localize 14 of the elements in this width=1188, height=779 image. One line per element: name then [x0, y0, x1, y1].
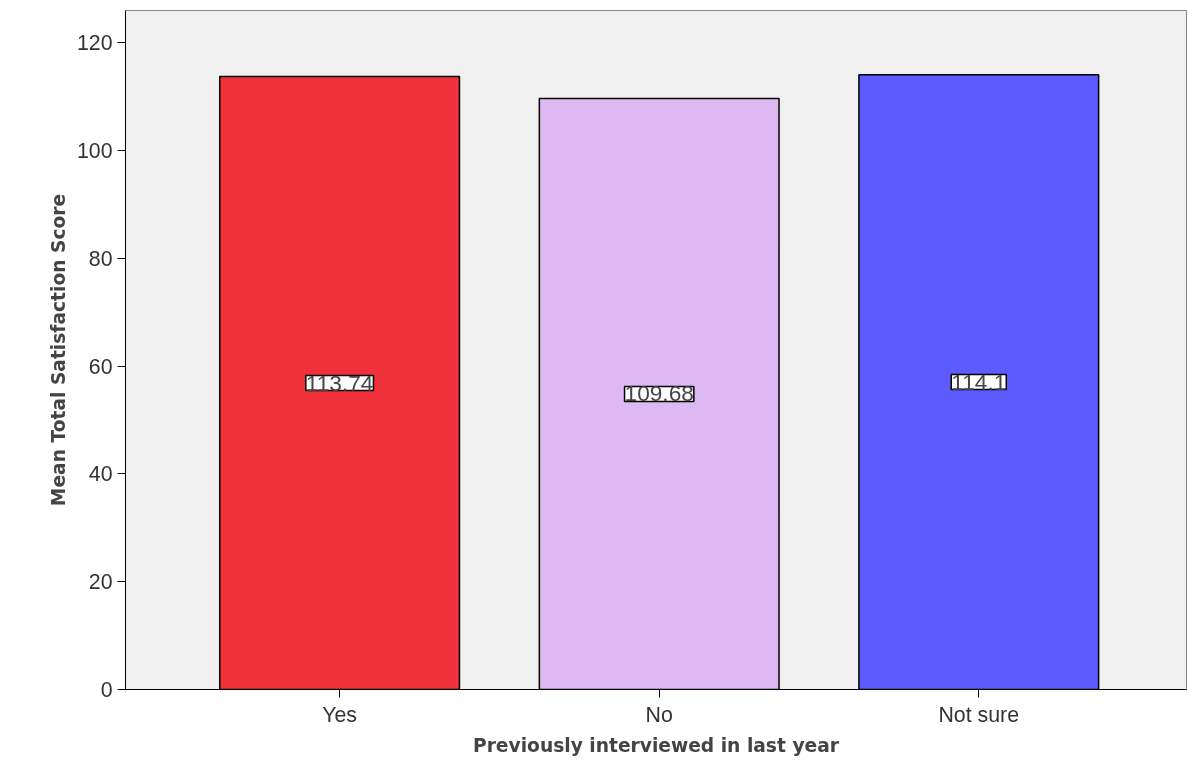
- x-tick-label: Yes: [322, 702, 358, 727]
- y-tick-label: 60: [88, 354, 113, 379]
- x-axis-title: Previously interviewed in last year: [472, 734, 840, 756]
- y-tick-label: 20: [88, 570, 113, 595]
- data-label: 113.74: [305, 369, 374, 396]
- y-tick-label: 0: [100, 678, 113, 702]
- data-label: 109.68: [624, 380, 694, 407]
- x-tick-label: Not sure: [938, 702, 1020, 727]
- y-tick-label: 80: [88, 246, 113, 271]
- y-tick-label: 100: [76, 139, 113, 164]
- x-tick-label: No: [645, 702, 673, 727]
- y-tick-label: 40: [88, 462, 113, 487]
- y-axis-title: Mean Total Satisfaction Score: [47, 193, 69, 507]
- y-tick-label: 120: [76, 31, 113, 56]
